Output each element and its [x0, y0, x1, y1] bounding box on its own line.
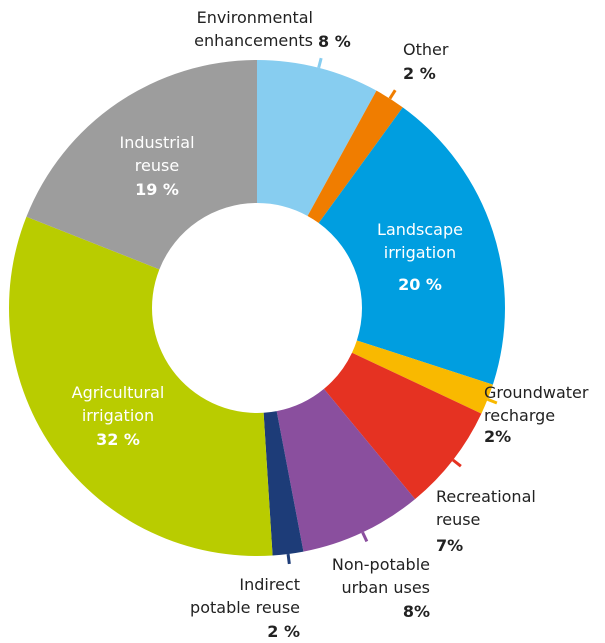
donut-segment — [263, 411, 304, 556]
leader-tick — [487, 397, 498, 405]
leader-tick — [452, 458, 462, 468]
donut-segment — [257, 60, 377, 216]
leader-tick — [388, 89, 397, 100]
leader-tick — [361, 531, 369, 543]
value-label: 32 % — [96, 430, 140, 449]
value-label: 8 % — [318, 32, 351, 51]
value-label: 19 % — [135, 180, 179, 199]
donut-segment — [307, 90, 403, 224]
donut-segment — [318, 107, 505, 385]
segment-label: Other — [403, 40, 449, 59]
value-label: 8% — [402, 602, 430, 621]
segment-label: Industrial reuse — [119, 133, 195, 175]
donut-segment — [26, 60, 257, 270]
segment-label: Recreational reuse — [436, 487, 536, 529]
donut-segment — [276, 388, 416, 552]
value-label: 2 % — [267, 622, 300, 641]
segment-label: Environmental enhancements — [194, 8, 313, 50]
leader-tick — [317, 57, 323, 69]
donut-segment — [9, 216, 273, 556]
value-label: 20 % — [398, 275, 442, 294]
value-label: 2 % — [403, 64, 436, 83]
segment-label: Indirect potable reuse — [190, 575, 300, 617]
segment-label: Landscape irrigation — [377, 220, 463, 262]
value-label: 2% — [484, 427, 512, 446]
donut-segment — [323, 352, 482, 500]
donut-segment — [352, 340, 493, 414]
leader-tick — [286, 553, 291, 565]
segment-label: Agricultural irrigation — [71, 383, 165, 425]
segment-label: Non-potable urban uses — [331, 555, 430, 597]
segment-label: Groundwater recharge — [484, 383, 589, 425]
value-label: 7% — [436, 536, 464, 555]
